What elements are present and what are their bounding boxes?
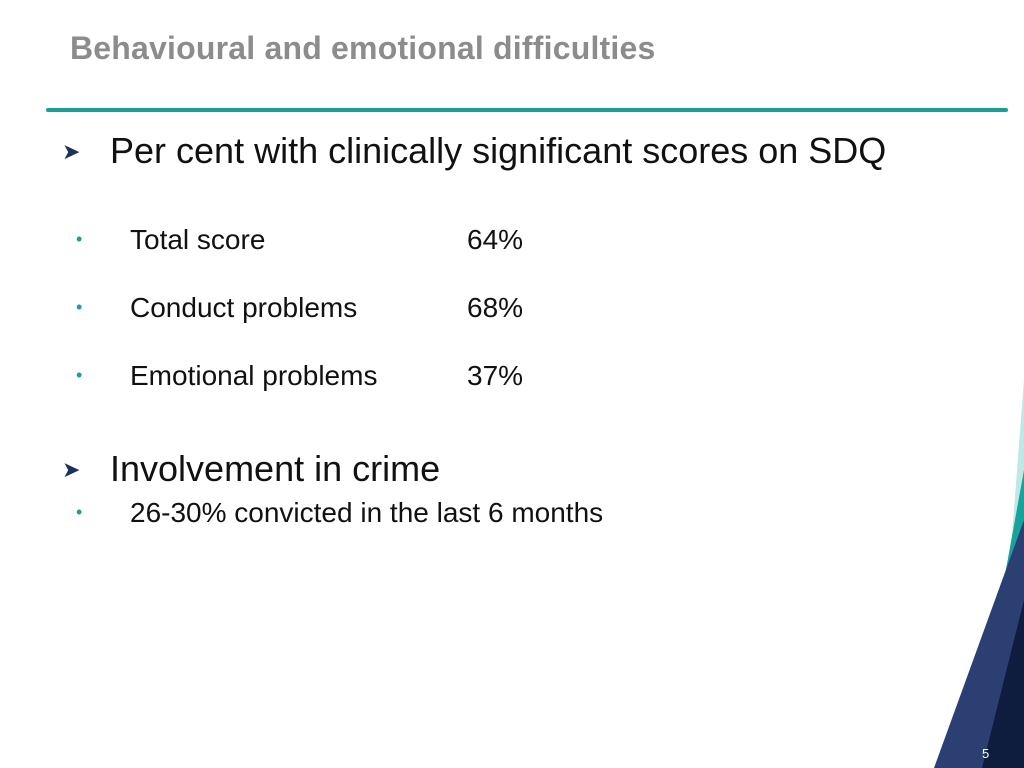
title-divider [46,108,1008,112]
item-value: 68% [467,292,524,323]
item-value: 64% [467,224,524,255]
decorative-ribbons [934,380,1024,768]
list-item: • Total score 64% [76,224,523,256]
section-heading: ➤ Involvement in crime [62,448,440,490]
page-number: 5 [982,746,990,761]
dot-bullet-icon: • [76,297,83,317]
item-label: 26-30% convicted in the last 6 months [130,497,604,528]
arrow-bullet-icon: ➤ [62,457,81,482]
item-label: Emotional problems [130,360,378,391]
list-item: • 26-30% convicted in the last 6 months [76,497,603,529]
list-item: • Conduct problems 68% [76,292,523,324]
item-label: Conduct problems [130,292,358,323]
dot-bullet-icon: • [76,229,83,249]
section-heading-text: Per cent with clinically significant sco… [110,130,887,171]
item-label: Total score [130,224,266,255]
dark-navy-ribbon [982,600,1024,768]
section-heading: ➤ Per cent with clinically significant sc… [62,130,886,172]
arrow-bullet-icon: ➤ [62,139,81,164]
section-heading-text: Involvement in crime [110,448,441,489]
list-item: • Emotional problems 37% [76,360,523,392]
dot-bullet-icon: • [76,502,83,522]
item-value: 37% [467,360,524,391]
slide-title: Behavioural and emotional difficulties [70,30,656,66]
dot-bullet-icon: • [76,365,83,385]
